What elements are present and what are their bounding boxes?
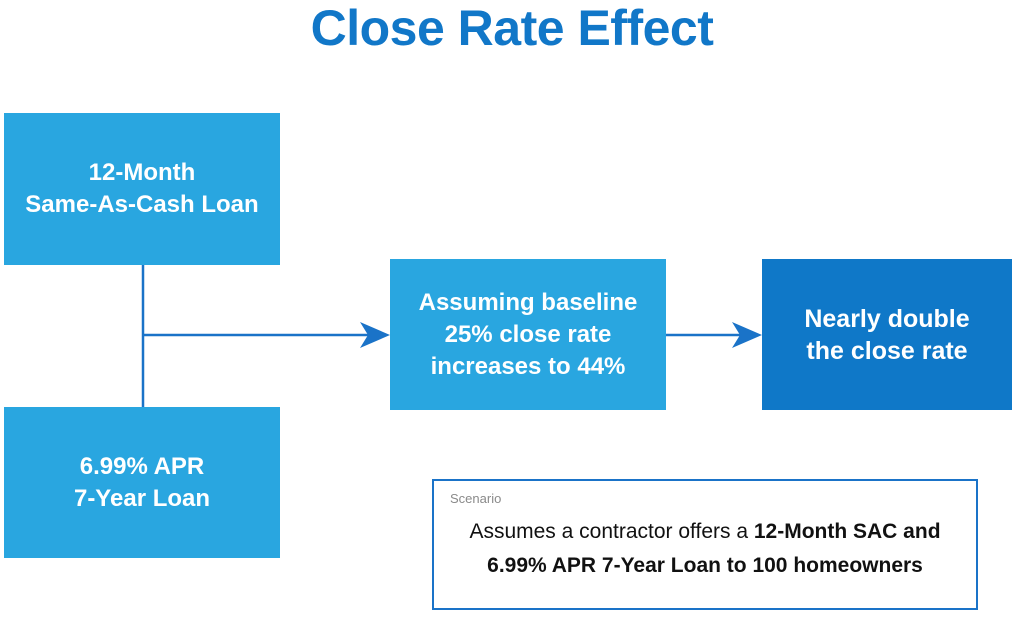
box-baseline-close-rate: Assuming baseline 25% close rate increas… xyxy=(390,259,666,410)
arrow-head-to-result xyxy=(732,322,762,348)
box-apr-loan: 6.99% APR 7-Year Loan xyxy=(4,407,280,558)
box-sac-line2: Same-As-Cash Loan xyxy=(25,191,259,218)
page-title: Close Rate Effect xyxy=(310,0,714,56)
box-baseline-line2: 25% close rate xyxy=(444,320,612,348)
box-baseline-line3: increases to 44% xyxy=(430,352,626,380)
scenario-box: Scenario Assumes a contractor offers a 1… xyxy=(432,479,978,610)
box-apr-line2: 7-Year Loan xyxy=(73,484,211,512)
box-result-line2: the close rate xyxy=(806,336,968,365)
box-sac-line1: 12-Month xyxy=(88,159,196,186)
box-baseline-line1: Assuming baseline xyxy=(418,288,638,316)
arrow-head-to-baseline xyxy=(360,322,390,348)
box-result: Nearly double the close rate xyxy=(762,259,1012,410)
scenario-label: Scenario xyxy=(450,491,502,506)
scenario-text: Assumes a contractor offers a 12-Month S… xyxy=(434,515,976,583)
scenario-text-plain: Assumes a contractor offers a xyxy=(469,520,754,543)
scenario-text-bold-2: 6.99% APR 7-Year Loan to 100 homeowners xyxy=(487,554,923,577)
scenario-text-bold-1: 12-Month SAC and xyxy=(753,520,941,543)
box-same-as-cash-loan: 12-Month Same-As-Cash Loan xyxy=(4,113,280,265)
box-result-line1: Nearly double xyxy=(804,304,970,333)
box-apr-line1: 6.99% APR xyxy=(79,452,205,480)
